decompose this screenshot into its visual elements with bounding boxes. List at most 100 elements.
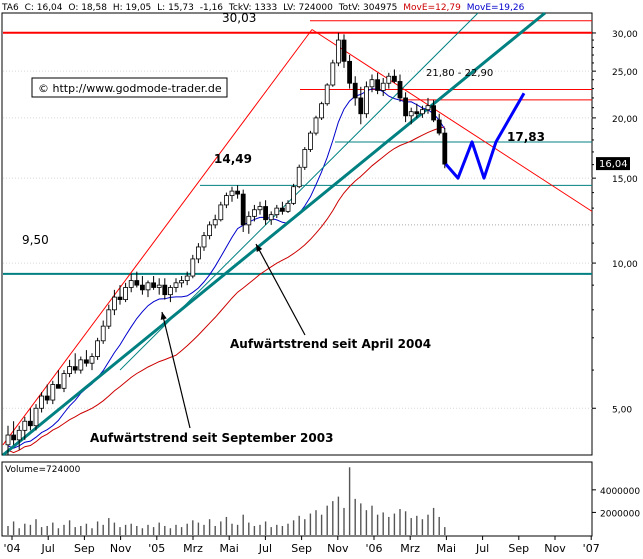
candle-58 [330, 59, 336, 87]
x-tick-label-3: Nov [110, 542, 132, 555]
level-label-support-low: 9,50 [22, 233, 49, 247]
candle-body-40 [229, 190, 235, 197]
candle-body-41 [235, 190, 241, 195]
candle-body-68 [386, 75, 392, 84]
candle-51 [291, 183, 297, 205]
candle-17 [100, 320, 106, 344]
x-tick-label-13: Jul [475, 542, 489, 555]
candle-28 [162, 278, 168, 300]
candle-77 [436, 113, 442, 136]
header-info: TA6 C: 16,04 O: 18,58 H: 19,05 L: 15,73 … [1, 3, 525, 13]
x-tick-label-9: Nov [327, 542, 349, 555]
candle-52 [296, 164, 302, 189]
candle-body-33 [190, 258, 196, 277]
candle-25 [145, 280, 151, 298]
candle-62 [352, 76, 358, 106]
candle-body-20 [117, 296, 123, 300]
candle-30 [173, 278, 179, 293]
arrow-september-2003-shaft [161, 311, 191, 429]
candle-body-58 [330, 62, 336, 86]
x-tick-label-7: Jul [258, 542, 272, 555]
candle-45 [257, 201, 263, 215]
candle-4 [27, 408, 33, 431]
watermark-text: © http://www.godmode-trader.de [38, 82, 222, 95]
candle-38 [218, 201, 224, 222]
candle-72 [408, 107, 414, 125]
candle-body-29 [167, 287, 173, 296]
candle-body-73 [414, 111, 420, 115]
x-tick-label-8: Sep [291, 542, 312, 555]
candle-42 [240, 189, 246, 232]
x-tick-label-14: Sep [508, 542, 529, 555]
candle-35 [201, 231, 207, 251]
candle-body-77 [436, 119, 442, 134]
trend-lines [2, 11, 593, 457]
level-label-high: 30,03 [222, 11, 256, 25]
candle-body-38 [218, 204, 224, 221]
candle-body-34 [195, 246, 201, 260]
candle-64 [363, 81, 369, 118]
annotation-arrows [160, 243, 306, 429]
volume-label: Volume=724000 [5, 465, 81, 475]
candle-body-50 [285, 202, 291, 212]
volume-axis: 2000000 4000000 [592, 487, 640, 519]
candle-55 [313, 115, 319, 136]
candle-body-42 [240, 193, 246, 226]
candle-43 [246, 211, 252, 234]
candle-74 [419, 105, 425, 118]
candle-34 [195, 243, 201, 264]
candle-body-70 [397, 81, 403, 99]
x-tick-label-6: Mai [220, 542, 239, 555]
candle-body-39 [223, 195, 229, 206]
candle-body-26 [151, 282, 157, 288]
candle-body-17 [100, 325, 106, 342]
candle-body-48 [274, 207, 280, 216]
candle-15 [89, 353, 95, 371]
candle-body-31 [179, 280, 185, 284]
candle-54 [307, 130, 313, 152]
candle-73 [414, 103, 420, 118]
candle-49 [279, 201, 285, 215]
volume-tick-label-1: 4000000 [600, 487, 640, 497]
candle-29 [167, 285, 173, 303]
volume-panel-frame [1, 461, 593, 537]
candle-19 [112, 289, 117, 316]
support-resistance-levels [3, 20, 592, 275]
candle-16 [95, 337, 100, 360]
last-price-tag: 16,04 [596, 157, 630, 171]
candle-56 [319, 101, 325, 120]
candle-body-53 [302, 149, 308, 168]
candle-body-61 [347, 60, 353, 84]
candle-40 [229, 186, 235, 202]
candle-66 [375, 72, 381, 95]
candle-body-49 [279, 207, 285, 212]
y-tick-label-0: 5,00 [612, 405, 632, 415]
y-tick-label-3: 20,00 [612, 115, 638, 125]
candle-body-51 [291, 186, 297, 204]
candle-body-1 [11, 434, 17, 441]
candle-14 [84, 350, 89, 367]
candle-body-27 [156, 284, 162, 288]
candle-body-59 [335, 39, 341, 64]
candle-71 [403, 92, 409, 123]
candle-body-60 [341, 39, 347, 62]
candle-53 [302, 147, 308, 170]
candle-body-65 [369, 79, 375, 88]
candle-body-37 [212, 219, 218, 226]
candle-37 [212, 214, 218, 229]
arrow-april-2004-head [256, 244, 263, 252]
forecast-path [444, 92, 526, 180]
candle-body-8 [50, 384, 56, 401]
candle-24 [139, 276, 145, 295]
candle-76 [431, 99, 437, 123]
candle-body-45 [257, 206, 263, 211]
candle-body-3 [22, 420, 28, 431]
candle-61 [347, 55, 353, 89]
candle-36 [207, 221, 213, 240]
x-tick-label-5: Mrz [183, 542, 203, 555]
candle-22 [128, 273, 134, 293]
x-tick-label-4: '05 [148, 542, 165, 555]
level-label-support-mid: 14,49 [214, 152, 252, 166]
candle-11 [67, 359, 72, 378]
candle-18 [106, 304, 112, 329]
